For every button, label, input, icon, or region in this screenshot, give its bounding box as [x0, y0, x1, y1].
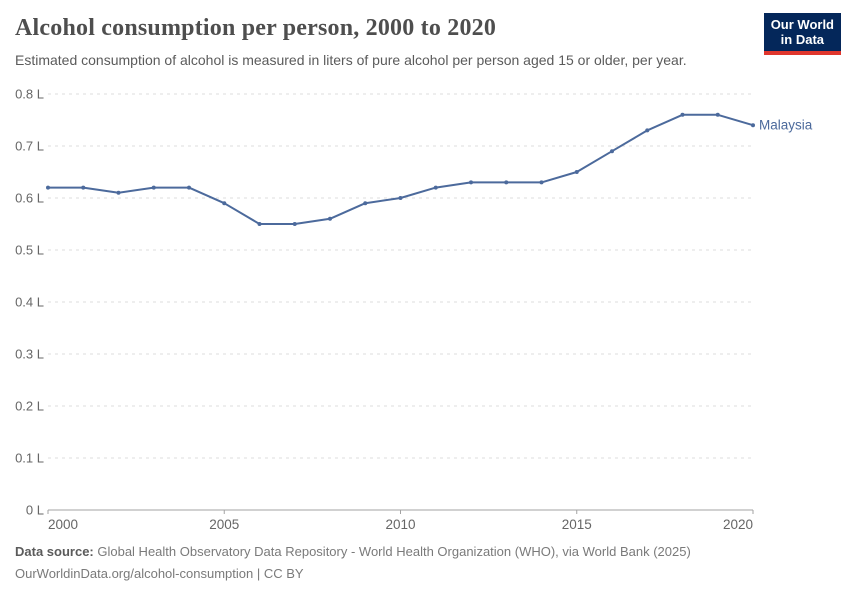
data-point	[116, 190, 121, 195]
data-point	[257, 222, 262, 226]
credit-line: OurWorldinData.org/alcohol-consumption |…	[15, 563, 835, 585]
y-tick-label: 0.7 L	[15, 139, 44, 154]
data-point	[715, 112, 720, 117]
data-source-label: Data source:	[15, 544, 94, 559]
x-axis: 2000 2005 2010 2015 2020	[47, 510, 754, 532]
y-tick-label: 0.6 L	[15, 191, 44, 206]
data-point	[187, 185, 191, 190]
data-point	[680, 112, 685, 117]
chart-footer: Data source: Global Health Observatory D…	[15, 541, 835, 585]
data-point	[46, 185, 50, 190]
data-source-text: Global Health Observatory Data Repositor…	[93, 544, 691, 559]
license-text: | CC BY	[253, 566, 304, 581]
page-title: Alcohol consumption per person, 2000 to …	[15, 15, 497, 41]
data-point	[610, 149, 614, 154]
x-tick-label: 2000	[48, 517, 78, 532]
x-tick-label: 2005	[209, 517, 239, 532]
y-tick-label: 0.5 L	[15, 243, 44, 258]
data-point	[222, 201, 227, 206]
data-point	[504, 180, 509, 185]
data-point	[398, 196, 403, 200]
data-source-line: Data source: Global Health Observatory D…	[15, 541, 835, 563]
owid-logo-line2: in Data	[780, 32, 825, 47]
x-tick-label: 2020	[723, 517, 753, 532]
data-point	[574, 170, 579, 174]
data-point	[645, 128, 650, 133]
x-tick-label: 2010	[385, 517, 415, 532]
data-point	[433, 185, 438, 190]
y-tick-label: 0.8 L	[15, 87, 44, 102]
owid-logo[interactable]: Our World in Data	[763, 13, 841, 55]
x-tick-label: 2015	[562, 517, 592, 532]
data-point	[328, 216, 332, 221]
data-points	[46, 112, 755, 226]
data-point	[363, 201, 368, 206]
chart-subtitle: Estimated consumption of alcohol is meas…	[15, 52, 687, 68]
owid-url-link[interactable]: OurWorldinData.org/alcohol-consumption	[15, 566, 254, 581]
y-tick-label: 0.4 L	[15, 295, 44, 310]
data-point	[751, 123, 755, 128]
y-tick-label: 0.2 L	[15, 399, 44, 414]
entity-label: Malaysia	[759, 118, 813, 133]
data-point	[81, 185, 86, 190]
data-point	[151, 185, 156, 190]
y-tick-label: 0.3 L	[15, 347, 44, 362]
owid-logo-line1: Our World	[770, 17, 834, 32]
y-grid: 0 L 0.1 L 0.2 L 0.3 L 0.4 L 0.5 L 0.6 L 0.7 L 0.…	[15, 87, 753, 518]
data-point	[539, 180, 544, 185]
data-point	[292, 222, 297, 226]
data-point	[469, 180, 473, 185]
y-tick-label: 0.1 L	[15, 451, 44, 466]
y-tick-label: 0 L	[26, 503, 44, 518]
